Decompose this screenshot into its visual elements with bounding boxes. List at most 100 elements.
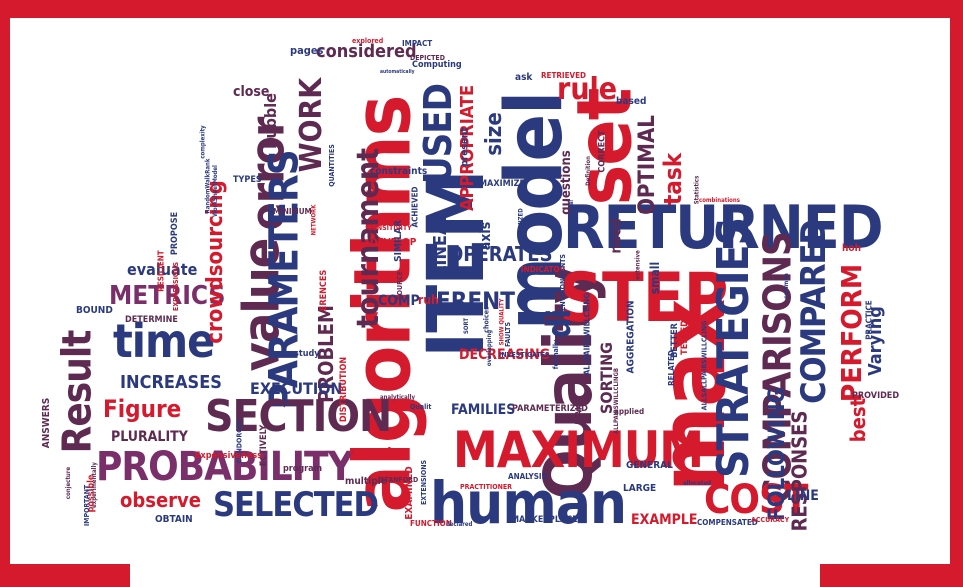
cloud-word: DEVELOP (370, 237, 417, 248)
cloud-word: conjecture (65, 466, 73, 500)
cloud-word: RESPONSES (786, 410, 811, 531)
cloud-word: FUNCTION (410, 519, 452, 528)
cloud-word: FAULTS (503, 322, 512, 347)
cloud-word: SENSITIVITY (368, 224, 412, 232)
cloud-word: PROVIDED (852, 391, 900, 401)
cloud-word: COMP (378, 293, 420, 309)
cloud-word: STEP (559, 259, 728, 338)
cloud-word: ALLSALLPAIRSWILLCLING (699, 320, 708, 410)
cloud-word: ANSWERS (41, 397, 53, 449)
cloud-word: RELATED (666, 350, 676, 386)
cloud-word: applied (614, 407, 645, 416)
cloud-word: COST (704, 477, 808, 523)
cloud-word: ALLPAIRSWILLCLINGB (613, 368, 620, 434)
cloud-word: PROPOSE (170, 211, 181, 256)
cloud-word: evaluate (127, 260, 198, 279)
cloud-word: best (846, 397, 871, 443)
cloud-word: Expensiveness (195, 451, 263, 461)
cloud-word: choices (482, 305, 491, 333)
cloud-word: LINE (787, 488, 819, 504)
cloud-word: OPTIMAL (634, 115, 660, 215)
cloud-word: QUANTITIES (327, 144, 336, 187)
cloud-word: pages (290, 44, 324, 57)
cloud-word: COMPARED (793, 220, 834, 404)
cloud-word: METRICS (109, 281, 226, 311)
cloud-word: ACHIEVED (409, 186, 419, 227)
cloud-word: analytically (380, 394, 415, 401)
cloud-word: combinations (699, 197, 740, 204)
cloud-word: allocated (683, 480, 711, 487)
cloud-word: human (430, 469, 627, 537)
cloud-word: SHOW QUALITY (497, 298, 505, 345)
cloud-word: PARAMETERS (261, 149, 308, 410)
cloud-word: CORRECT (597, 129, 608, 173)
cloud-word: EXTENSIONS (420, 459, 429, 506)
cloud-word: size (481, 112, 507, 156)
cloud-word: SECTION (205, 391, 392, 442)
cloud-word: PRACTICE (864, 299, 874, 340)
cloud-word: PARAMETERIZED (512, 404, 588, 414)
cloud-word: AGGREGATION (625, 299, 637, 374)
cloud-word: observe (120, 488, 201, 512)
cloud-word: small (648, 261, 663, 295)
cloud-word: Definition (584, 156, 592, 186)
cloud-word: need (608, 217, 625, 254)
cloud-word: STRATEGIES (708, 217, 760, 479)
cloud-word: ENVIRONMENTS (558, 254, 567, 311)
cloud-word: Figure (103, 395, 182, 423)
cloud-word: overlapping (486, 329, 494, 367)
cloud-word: COMPENSATED (697, 518, 758, 527)
cloud-word: STANFORD (380, 476, 419, 484)
cloud-word: TYPES (233, 175, 262, 185)
cloud-word: EXPRESSIONS (172, 261, 181, 312)
cloud-word: TESTED (679, 320, 690, 355)
cloud-word: FAMILIES (451, 402, 516, 418)
cloud-word: Qualit (410, 403, 432, 411)
cloud-word: complexity (199, 124, 207, 159)
cloud-word: INVESTIGATES (499, 351, 550, 359)
cloud-outline (47, 56, 934, 587)
cloud-word: extensive (634, 249, 642, 280)
cloud-word: IMPACT (402, 39, 433, 48)
cloud-word: SELECTED (213, 485, 379, 525)
cloud-word: declared (446, 521, 473, 528)
cloud-word: ERENT (436, 287, 515, 315)
cloud-word: DECREASING (459, 347, 550, 363)
cloud-word: GENERAL (626, 460, 673, 471)
cloud-word: close (233, 84, 270, 100)
cloud-word: program (283, 464, 323, 474)
cloud-word: MAXIMIZE (479, 179, 526, 189)
cloud-word: EXAMINED (403, 466, 415, 520)
cloud-word: rule (557, 72, 618, 107)
cloud-word: ANALYSIS (508, 472, 547, 481)
cloud-word: WORK (294, 77, 330, 173)
cloud-word: PROBABILITY (96, 444, 354, 490)
cloud-word: PLURALITY (111, 429, 188, 445)
cloud-word: di (540, 309, 579, 339)
cloud-word: EXAMPLE (631, 512, 698, 528)
cloud-word: DISTRIBUTION (339, 356, 350, 423)
cloud-word: formally (552, 339, 561, 370)
cloud-word: task (659, 152, 688, 206)
cloud-word: DEPICTED (410, 54, 445, 62)
cloud-word: INDICATOR (521, 265, 566, 274)
cloud-word: present (459, 126, 471, 167)
cloud-word: PRACTITIONER (460, 483, 513, 491)
cloud-word: Computing (412, 60, 462, 70)
cloud-word: hoh (842, 243, 861, 254)
cloud-word: WorkSheetModel (211, 165, 219, 217)
cloud-word: BOUND (76, 305, 113, 316)
cloud-word: MINIMUM (273, 207, 312, 216)
cloud-word: SORT (463, 317, 471, 335)
cloud-word: study (294, 349, 320, 359)
cloud-word: time (113, 314, 215, 368)
cloud-word: based (616, 96, 647, 107)
cloud-word: MAKE (574, 397, 585, 425)
cloud-word: ruh (418, 293, 439, 307)
cloud-word: Result (53, 330, 100, 453)
cloud-word: MAXIMUM (453, 421, 704, 479)
cloud-word: MARKETPLACE (511, 515, 578, 525)
cloud-word: experimentally (90, 462, 98, 508)
